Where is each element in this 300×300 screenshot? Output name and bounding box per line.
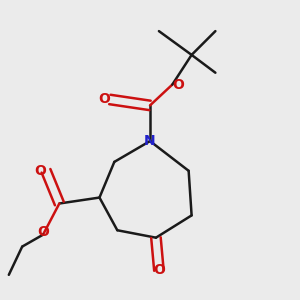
Text: N: N [144, 134, 156, 148]
Text: O: O [37, 225, 49, 239]
Text: O: O [34, 164, 46, 178]
Text: O: O [98, 92, 110, 106]
Text: O: O [153, 263, 165, 278]
Text: O: O [172, 78, 184, 92]
